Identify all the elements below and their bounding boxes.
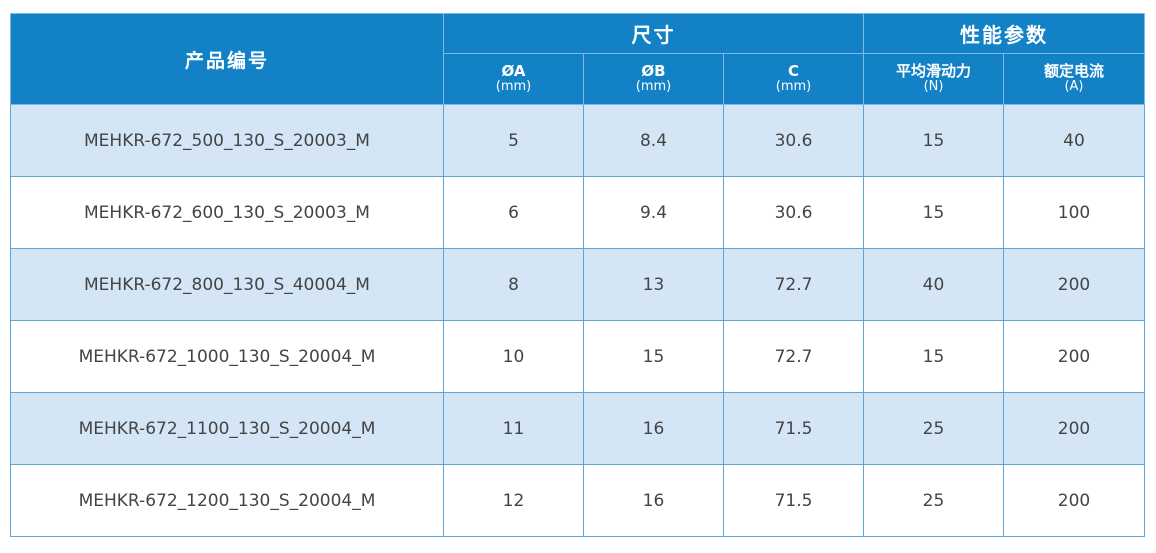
table-cell: 8.4 bbox=[583, 104, 724, 177]
table-cell: 30.6 bbox=[723, 176, 864, 249]
table-cell: 71.5 bbox=[723, 464, 864, 537]
table-row: MEHKR-672_1200_130_S_20004_M 12 16 71.5 25 20… bbox=[10, 464, 1145, 537]
table-cell: 6 bbox=[443, 176, 584, 249]
column-header: ØB (mm) bbox=[583, 53, 724, 105]
table-row: MEHKR-672_800_130_S_40004_M 8 13 72.7 40 200 bbox=[10, 248, 1145, 321]
group-header: 尺寸 bbox=[443, 13, 864, 54]
column-unit: (mm) bbox=[635, 79, 672, 94]
table-cell: 10 bbox=[443, 320, 584, 393]
column-header: C (mm) bbox=[723, 53, 864, 105]
table-cell: MEHKR-672_1100_130_S_20004_M bbox=[10, 392, 444, 465]
column-label: 额定电流 bbox=[1043, 62, 1104, 80]
table-cell: 100 bbox=[1003, 176, 1145, 249]
table-row: MEHKR-672_1000_130_S_20004_M 10 15 72.7 15 20… bbox=[10, 320, 1145, 393]
table-cell: 13 bbox=[583, 248, 724, 321]
table-cell: MEHKR-672_500_130_S_20003_M bbox=[10, 104, 444, 177]
table-cell: 15 bbox=[863, 104, 1004, 177]
table-cell: 200 bbox=[1003, 248, 1145, 321]
table-cell: 5 bbox=[443, 104, 584, 177]
column-label: 平均滑动力 bbox=[895, 62, 971, 80]
column-label: ØB bbox=[641, 62, 666, 80]
column-header: 额定电流 (A) bbox=[1003, 53, 1145, 105]
table-row: MEHKR-672_1100_130_S_20004_M 11 16 71.5 25 20… bbox=[10, 392, 1145, 465]
header-row: ØA (mm) ØB (mm) C (mm) 平均滑动力 (N) 额定电流 (A) bbox=[11, 53, 1145, 105]
column-header: 平均滑动力 (N) bbox=[863, 53, 1004, 105]
table-cell: 11 bbox=[443, 392, 584, 465]
column-unit: (mm) bbox=[775, 79, 812, 94]
table-cell: MEHKR-672_800_130_S_40004_M bbox=[10, 248, 444, 321]
table-cell: 25 bbox=[863, 392, 1004, 465]
table-row: MEHKR-672_500_130_S_20003_M 5 8.4 30.6 15 40 bbox=[10, 104, 1145, 177]
table-cell: 15 bbox=[583, 320, 724, 393]
table-cell: 25 bbox=[863, 464, 1004, 537]
table-body: MEHKR-672_500_130_S_20003_M 5 8.4 30.6 15 40 M… bbox=[10, 104, 1145, 537]
table-cell: 72.7 bbox=[723, 248, 864, 321]
table-cell: 72.7 bbox=[723, 320, 864, 393]
table-row: MEHKR-672_600_130_S_20003_M 6 9.4 30.6 15 100 bbox=[10, 176, 1145, 249]
group-header: 性能参数 bbox=[863, 13, 1145, 54]
table-cell: 16 bbox=[583, 392, 724, 465]
column-unit: (A) bbox=[1064, 79, 1084, 94]
table-cell: 200 bbox=[1003, 320, 1145, 393]
column-unit: (N) bbox=[923, 79, 944, 94]
table-cell: 200 bbox=[1003, 392, 1145, 465]
table-header: 产品编号 尺寸 性能参数 ØA (mm) ØB (mm) C (mm) 平均滑动力 (N) 额定… bbox=[10, 13, 1145, 105]
table-cell: 8 bbox=[443, 248, 584, 321]
table-cell: MEHKR-672_1000_130_S_20004_M bbox=[10, 320, 444, 393]
table-cell: 71.5 bbox=[723, 392, 864, 465]
table-cell: 12 bbox=[443, 464, 584, 537]
table-cell: 9.4 bbox=[583, 176, 724, 249]
table-cell: 16 bbox=[583, 464, 724, 537]
table-cell: 15 bbox=[863, 320, 1004, 393]
table-cell: MEHKR-672_1200_130_S_20004_M bbox=[10, 464, 444, 537]
column-unit: (mm) bbox=[495, 79, 532, 94]
table-cell: 15 bbox=[863, 176, 1004, 249]
table-cell: 40 bbox=[863, 248, 1004, 321]
column-label: C bbox=[787, 62, 799, 80]
table-cell: 30.6 bbox=[723, 104, 864, 177]
table-cell: 200 bbox=[1003, 464, 1145, 537]
table-cell: MEHKR-672_600_130_S_20003_M bbox=[10, 176, 444, 249]
column-header: ØA (mm) bbox=[443, 53, 584, 105]
table-cell: 40 bbox=[1003, 104, 1145, 177]
header-cell: 产品编号 bbox=[10, 13, 444, 105]
column-label: ØA bbox=[501, 62, 526, 80]
product-table: 产品编号 尺寸 性能参数 ØA (mm) ØB (mm) C (mm) 平均滑动力 (N) 额定… bbox=[10, 13, 1145, 537]
